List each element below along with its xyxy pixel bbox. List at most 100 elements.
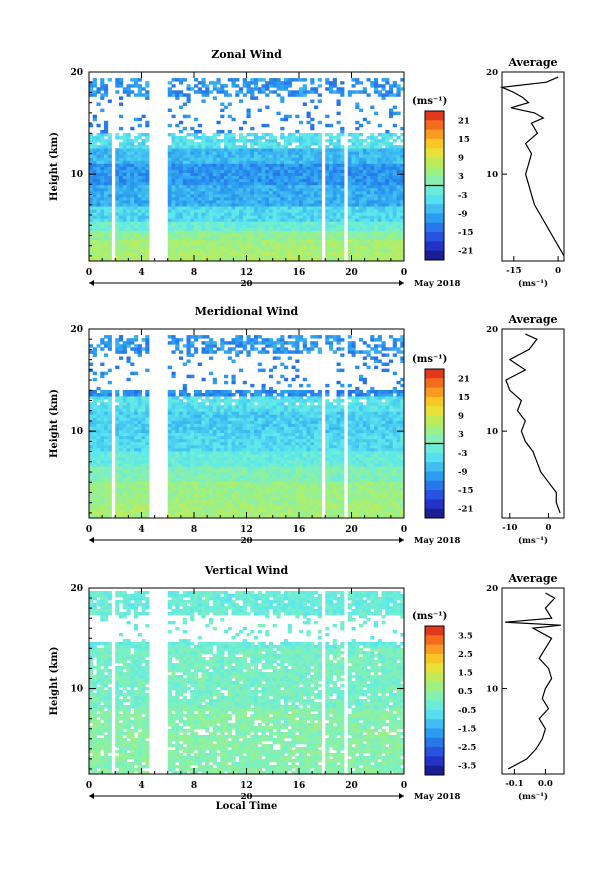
heatmap-cell xyxy=(261,254,266,259)
heatmap-cell xyxy=(329,90,334,94)
heatmap-cell xyxy=(227,196,232,201)
heatmap-cell xyxy=(107,478,112,482)
heatmap-cell xyxy=(381,187,386,192)
heatmap-cell xyxy=(179,120,184,125)
heatmap-cell xyxy=(205,193,210,198)
heatmap-cell xyxy=(396,203,401,207)
heatmap-cell xyxy=(227,221,232,225)
heatmap-cell xyxy=(246,224,251,228)
heatmap-cell xyxy=(280,209,285,213)
heatmap-cell xyxy=(197,136,202,140)
heatmap-cell xyxy=(126,184,131,189)
heatmap-cell xyxy=(359,190,364,195)
heatmap-cell xyxy=(119,126,124,131)
heatmap-cell xyxy=(366,172,371,177)
heatmap-cell xyxy=(254,193,259,198)
heatmap-cell xyxy=(126,405,131,409)
heatmap-cell xyxy=(141,493,146,498)
heatmap-cell xyxy=(145,257,150,262)
heatmap-cell xyxy=(216,414,221,418)
heatmap-cell xyxy=(175,426,180,430)
heatmap-cell xyxy=(306,230,311,234)
heatmap-cell xyxy=(145,350,150,354)
heatmap-cell xyxy=(171,78,176,82)
heatmap-cell xyxy=(246,230,251,234)
heatmap-cell xyxy=(201,142,206,146)
heatmap-cell xyxy=(186,435,191,440)
heatmap-cell xyxy=(119,347,124,351)
heatmap-cell xyxy=(209,435,214,440)
heatmap-cell xyxy=(385,157,390,161)
heatmap-cell xyxy=(257,154,262,158)
heatmap-cell xyxy=(134,350,139,354)
heatmap-cell xyxy=(182,139,187,143)
heatmap-cell xyxy=(115,344,120,348)
heatmap-cell xyxy=(254,160,259,164)
heatmap-cell xyxy=(242,178,247,183)
heatmap-cell xyxy=(385,187,390,192)
heatmap-cell xyxy=(137,87,142,91)
heatmap-cell xyxy=(231,136,236,140)
heatmap-cell xyxy=(201,239,206,244)
heatmap-cell xyxy=(216,447,221,452)
heatmap-cell xyxy=(276,160,281,164)
heatmap-cell xyxy=(231,236,236,241)
heatmap-cell xyxy=(239,151,244,155)
heatmap-cell xyxy=(332,215,337,219)
heatmap-cell xyxy=(272,181,277,186)
heatmap-cell xyxy=(205,457,210,461)
heatmap-cell xyxy=(265,132,270,137)
heatmap-cell xyxy=(171,166,176,170)
heatmap-cell xyxy=(137,172,142,177)
heatmap-cell xyxy=(92,236,97,241)
heatmap-cell xyxy=(167,447,172,452)
heatmap-cell xyxy=(370,142,375,146)
heatmap-cell xyxy=(272,145,277,149)
heatmap-cell xyxy=(329,230,334,234)
heatmap-cell xyxy=(89,411,94,415)
heatmap-cell xyxy=(190,432,195,437)
heatmap-cell xyxy=(175,239,180,244)
heatmap-cell xyxy=(332,163,337,167)
heatmap-cell xyxy=(246,178,251,183)
heatmap-cell xyxy=(389,175,394,180)
heatmap-cell xyxy=(134,242,139,247)
heatmap-cell xyxy=(209,511,214,516)
heatmap-cell xyxy=(179,435,184,440)
heatmap-cell xyxy=(130,84,135,88)
heatmap-cell xyxy=(389,157,394,161)
heatmap-cell xyxy=(227,245,232,250)
heatmap-cell xyxy=(216,487,221,491)
heatmap-cell xyxy=(141,475,146,479)
heatmap-cell xyxy=(92,218,97,222)
heatmap-cell xyxy=(141,484,146,488)
heatmap-cell xyxy=(224,505,229,510)
heatmap-cell xyxy=(209,414,214,418)
heatmap-cell xyxy=(359,157,364,161)
heatmap-cell xyxy=(385,81,390,85)
heatmap-cell xyxy=(190,236,195,241)
heatmap-cell xyxy=(231,84,236,88)
heatmap-cell xyxy=(257,78,262,82)
heatmap-cell xyxy=(284,190,289,195)
heatmap-cell xyxy=(314,136,319,140)
heatmap-cell xyxy=(329,196,334,201)
heatmap-cell xyxy=(107,169,112,173)
heatmap-cell xyxy=(212,463,217,467)
heatmap-cell xyxy=(381,154,386,158)
heatmap-cell xyxy=(96,499,101,504)
heatmap-cell xyxy=(385,190,390,195)
heatmap-cell xyxy=(310,230,315,234)
heatmap-cell xyxy=(130,126,135,131)
heatmap-cell xyxy=(130,450,135,455)
heatmap-cell xyxy=(359,81,364,85)
heatmap-cell xyxy=(171,93,176,97)
heatmap-cell xyxy=(242,169,247,173)
heatmap-cell xyxy=(122,453,127,458)
heatmap-cell xyxy=(284,175,289,180)
heatmap-cell xyxy=(299,172,304,177)
heatmap-cell xyxy=(186,460,191,464)
heatmap-cell xyxy=(141,151,146,155)
heatmap-cell xyxy=(104,502,109,507)
heatmap-cell xyxy=(92,206,97,210)
